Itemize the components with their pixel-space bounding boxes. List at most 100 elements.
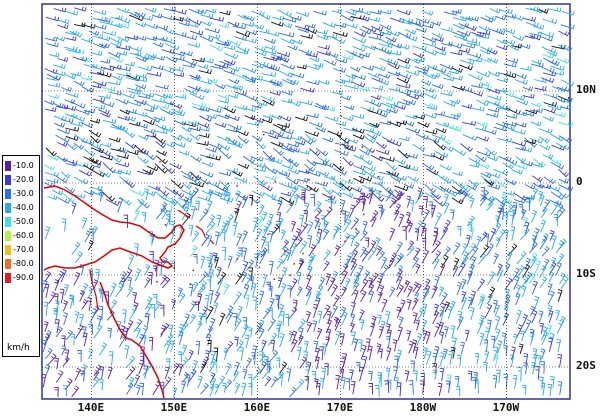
- wind-barb: [397, 31, 412, 39]
- wind-barb: [367, 246, 378, 261]
- wind-barb: [524, 184, 536, 190]
- wind-barb: [450, 112, 462, 118]
- wind-barb: [291, 39, 303, 45]
- wind-barb: [461, 278, 467, 290]
- wind-barb: [506, 114, 518, 119]
- wind-barb: [553, 214, 559, 227]
- wind-barb: [296, 177, 309, 183]
- wind-barb: [406, 245, 415, 257]
- wind-barb: [80, 56, 92, 63]
- wind-barb: [135, 327, 142, 338]
- wind-barb: [138, 359, 145, 375]
- speed-legend: -10.0 -20.0 -30.0 -40.0 -50.0 -60.0 -70.0 -80.0…: [2, 155, 40, 357]
- wind-barb: [236, 339, 244, 352]
- wind-barb: [232, 24, 246, 30]
- wind-barb: [362, 270, 371, 282]
- wind-barb: [108, 51, 121, 59]
- wind-barb: [137, 66, 153, 72]
- wind-barb: [349, 262, 358, 277]
- wind-barb: [502, 92, 514, 98]
- wind-barb: [88, 228, 94, 241]
- wind-barb: [171, 141, 186, 148]
- wind-barb: [224, 52, 239, 60]
- wind-barb: [523, 16, 536, 22]
- wind-barb: [64, 74, 77, 80]
- wind-barb: [289, 235, 298, 250]
- wind-barb: [353, 338, 359, 352]
- wind-barb: [208, 143, 223, 150]
- wind-barb: [197, 280, 207, 293]
- wind-barb: [234, 251, 242, 263]
- wind-barb: [439, 263, 446, 277]
- wind-barb: [188, 22, 199, 28]
- wind-barb: [393, 159, 406, 165]
- wind-barb: [370, 154, 384, 162]
- wind-barb: [244, 94, 258, 102]
- wind-barb: [135, 35, 147, 41]
- wind-barb: [74, 6, 87, 12]
- wind-barb: [493, 168, 509, 176]
- wind-barb: [518, 343, 524, 354]
- wind-barb: [96, 71, 112, 78]
- wind-barb: [298, 49, 313, 56]
- wind-barb: [353, 177, 365, 184]
- wind-barb: [188, 193, 193, 207]
- wind-barb: [368, 370, 373, 381]
- wind-barb: [268, 31, 280, 37]
- wind-barb: [525, 198, 530, 211]
- wind-barb: [479, 332, 485, 346]
- wind-barb: [478, 57, 492, 63]
- wind-barb: [396, 72, 412, 80]
- wind-barb: [503, 125, 516, 131]
- wind-barb: [542, 154, 554, 160]
- wind-barb: [51, 189, 64, 196]
- legend-label: -50.0: [13, 217, 34, 226]
- wind-barb: [558, 184, 574, 192]
- wind-barb: [279, 332, 285, 348]
- wind-barb: [465, 25, 477, 32]
- wind-barb: [322, 220, 329, 233]
- wind-barb: [524, 257, 531, 270]
- wind-barb: [533, 259, 542, 275]
- wind-barb: [64, 349, 70, 363]
- wind-barb: [209, 44, 224, 52]
- wind-barb: [209, 383, 215, 397]
- wind-barb: [457, 310, 463, 324]
- wind-barb: [341, 55, 354, 61]
- wind-barb: [115, 282, 125, 298]
- legend-label: -90.0: [13, 273, 34, 282]
- wind-barb: [330, 304, 339, 319]
- wind-barb: [293, 299, 298, 311]
- wind-barb: [266, 281, 271, 292]
- wind-barb: [412, 312, 418, 324]
- wind-barb: [239, 347, 244, 361]
- wind-barb: [126, 86, 141, 92]
- wind-barb: [524, 319, 532, 334]
- wind-barb: [154, 163, 168, 174]
- wind-barb: [69, 294, 75, 310]
- wind-barb: [262, 49, 277, 55]
- wind-barb: [129, 189, 145, 197]
- wind-barb: [300, 136, 314, 145]
- wind-barb: [166, 210, 171, 225]
- wind-barb: [498, 8, 513, 14]
- wind-barb: [154, 84, 169, 90]
- wind-barb: [93, 105, 106, 110]
- wind-barb: [101, 31, 117, 37]
- wind-barb: [105, 198, 120, 207]
- wind-barb: [532, 353, 538, 369]
- wind-barb: [291, 330, 298, 345]
- island-dot: [405, 281, 408, 284]
- lon-label: 140E: [77, 401, 105, 414]
- wind-barb: [205, 8, 217, 14]
- wind-barb: [393, 190, 403, 205]
- wind-barb: [494, 315, 501, 330]
- wind-barb: [245, 357, 253, 369]
- wind-barb: [218, 171, 232, 177]
- wind-barb: [352, 45, 366, 52]
- wind-barb: [460, 341, 466, 355]
- wind-barb: [46, 353, 57, 366]
- wind-barb: [555, 309, 561, 321]
- wind-barb: [45, 16, 60, 22]
- wind-barb: [54, 71, 66, 77]
